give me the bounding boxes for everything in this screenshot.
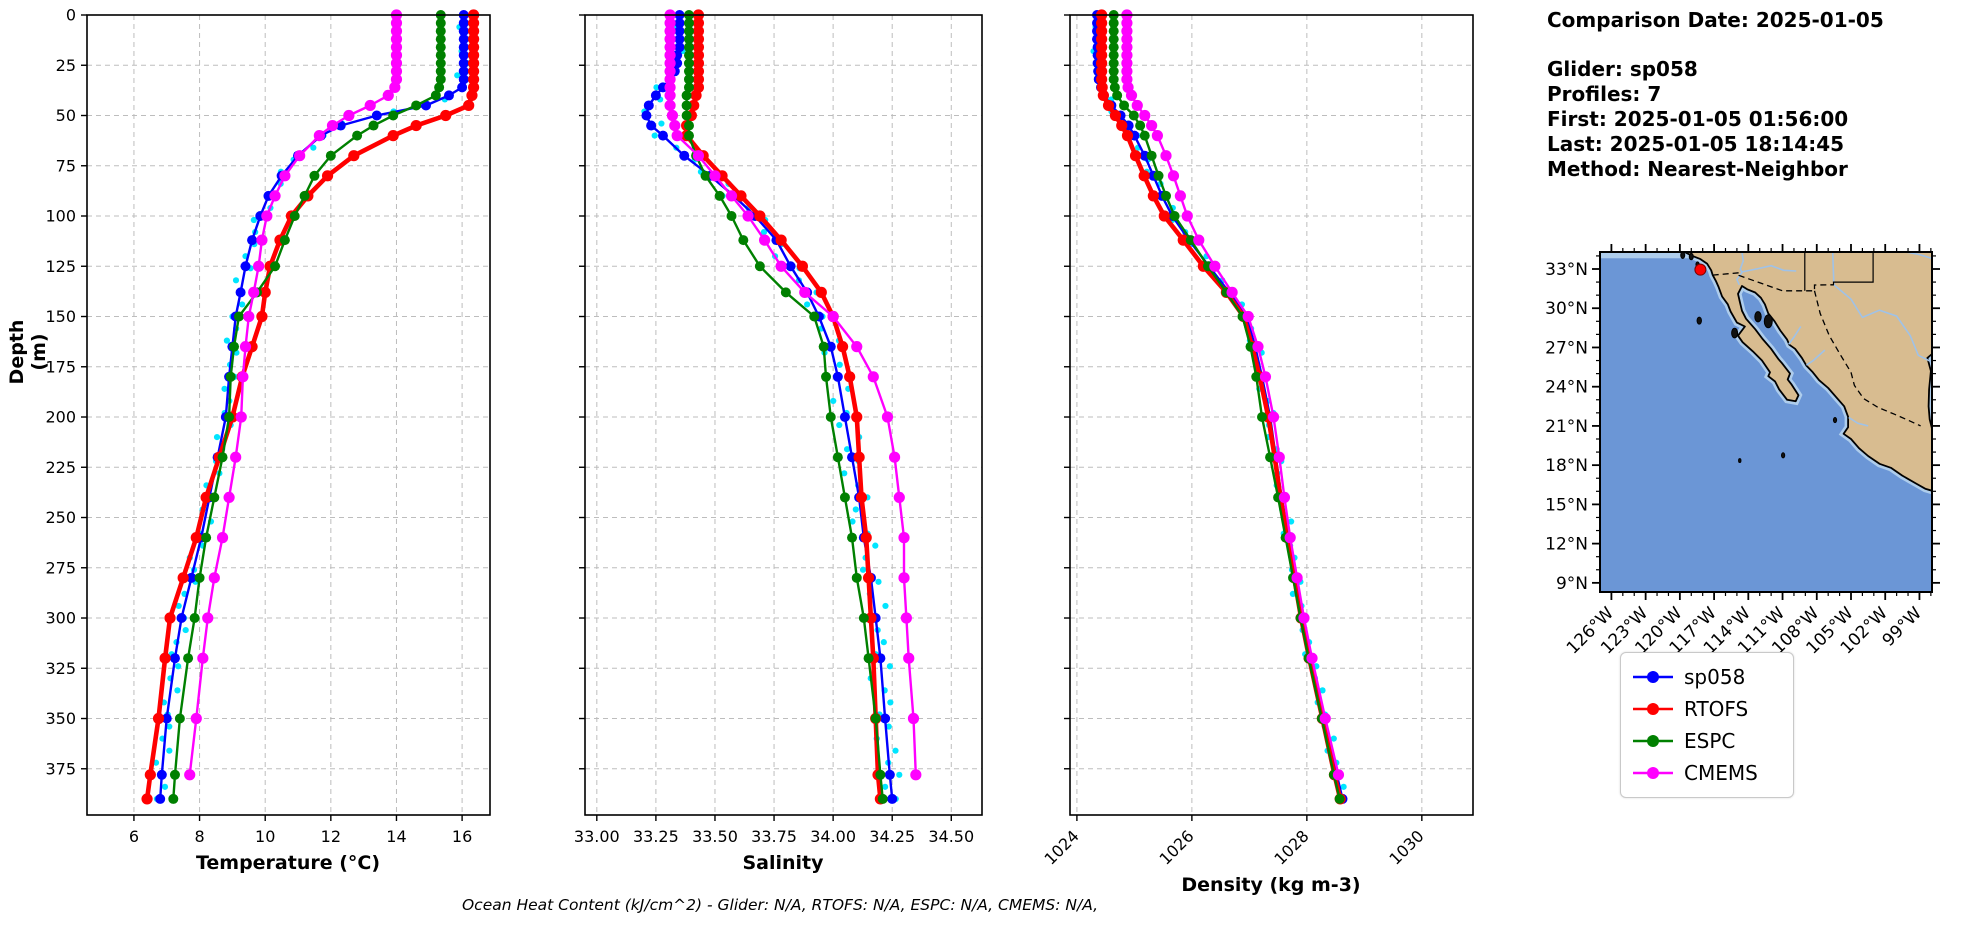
temperature-axis-label: Temperature (°C)	[195, 852, 381, 874]
salinity-series-rtofs	[681, 9, 886, 805]
profiles-text: Profiles: 7	[1547, 82, 1662, 106]
legend-item-espc: ESPC	[1631, 725, 1783, 757]
svg-text:350: 350	[45, 709, 76, 728]
map-lat-tick-label: 15°N	[1545, 495, 1588, 515]
svg-text:150: 150	[45, 307, 76, 326]
legend: sp058 RTOFS ESPC CMEMS	[1620, 652, 1794, 798]
svg-text:33.50: 33.50	[692, 827, 738, 846]
legend-item-cmems: CMEMS	[1631, 757, 1783, 789]
legend-item-rtofs: RTOFS	[1631, 693, 1783, 725]
salinity-plot: 33.00 33.25 33.50 33.75 34.00 34.25 34.50	[574, 9, 983, 846]
salinity-series-espc	[681, 10, 888, 804]
svg-text:34.25: 34.25	[869, 827, 915, 846]
svg-text:33.00: 33.00	[574, 827, 620, 846]
comparison-date-text: Comparison Date: 2025-01-05	[1547, 8, 1884, 32]
map-lat-tick-label: 27°N	[1545, 338, 1588, 358]
info-panel: Comparison Date: 2025-01-05 Glider: sp05…	[1547, 8, 1967, 182]
svg-text:300: 300	[45, 609, 76, 628]
svg-text:1030: 1030	[1385, 826, 1427, 868]
svg-text:14: 14	[386, 827, 406, 846]
density-series-sp058	[1092, 10, 1348, 804]
map-lat-tick-label: 24°N	[1545, 378, 1588, 398]
salinity-glider-observations	[641, 11, 903, 803]
temperature-series-sp058	[155, 10, 469, 804]
svg-text:50: 50	[56, 106, 76, 125]
last-time-text: Last: 2025-01-05 18:14:45	[1547, 132, 1845, 156]
legend-label: RTOFS	[1684, 697, 1749, 721]
density-series-rtofs	[1096, 9, 1346, 805]
map-lat-tick-label: 12°N	[1545, 535, 1588, 555]
svg-text:125: 125	[45, 257, 76, 276]
svg-text:8: 8	[194, 827, 204, 846]
svg-text:25: 25	[56, 56, 76, 75]
svg-text:0: 0	[66, 6, 76, 25]
svg-text:100: 100	[45, 207, 76, 226]
svg-text:6: 6	[129, 827, 139, 846]
map-lat-tick-label: 21°N	[1545, 417, 1588, 437]
legend-label: sp058	[1684, 665, 1746, 689]
svg-text:16: 16	[452, 827, 472, 846]
svg-text:10: 10	[255, 827, 275, 846]
map-lat-tick-label: 33°N	[1545, 260, 1588, 280]
salinity-series-sp058	[641, 10, 898, 804]
temperature-plot: 0 25 50 75 100 125 150 175 200 225 250 275 300 325 350…	[45, 6, 491, 846]
svg-text:1024: 1024	[1040, 826, 1082, 868]
svg-text:12: 12	[321, 827, 341, 846]
svg-text:33.75: 33.75	[751, 827, 797, 846]
glider-text: Glider: sp058	[1547, 57, 1698, 81]
svg-text:325: 325	[45, 659, 76, 678]
legend-label: ESPC	[1684, 729, 1736, 753]
map-lat-tick-label: 9°N	[1556, 574, 1588, 594]
method-text: Method: Nearest-Neighbor	[1547, 157, 1848, 181]
glider-position-marker	[1694, 263, 1707, 276]
legend-swatch-rtofs-icon	[1633, 703, 1673, 715]
density-plot: 1024 1026 1028 1030	[1040, 9, 1474, 869]
legend-swatch-sp058-icon	[1633, 671, 1673, 683]
svg-text:1028: 1028	[1270, 826, 1312, 868]
map-lat-tick-label: 30°N	[1545, 299, 1588, 319]
salinity-series-cmems	[664, 9, 922, 781]
svg-text:275: 275	[45, 558, 76, 577]
svg-text:375: 375	[45, 759, 76, 778]
map-lon-tick-label: 99°W	[1879, 603, 1926, 650]
svg-text:33.25: 33.25	[633, 827, 679, 846]
svg-text:250: 250	[45, 508, 76, 527]
location-map: 33°N30°N27°N24°N21°N18°N15°N12°N9°N126°W…	[1545, 244, 1940, 658]
y-axis-label: Depth (m)	[6, 319, 50, 385]
svg-text:34.50: 34.50	[928, 827, 974, 846]
svg-text:1026: 1026	[1155, 826, 1197, 868]
density-series-cmems	[1121, 9, 1345, 781]
temperature-series-cmems	[184, 9, 403, 781]
temperature-series-rtofs	[141, 9, 480, 805]
svg-text:175: 175	[45, 357, 76, 376]
legend-swatch-cmems-icon	[1633, 767, 1673, 779]
density-axis-label: Density (kg m-3)	[1181, 874, 1361, 896]
ocean-heat-content-note: Ocean Heat Content (kJ/cm^2) - Glider: N…	[461, 896, 1099, 914]
svg-text:75: 75	[56, 156, 76, 175]
legend-swatch-espc-icon	[1633, 735, 1673, 747]
svg-text:200: 200	[45, 408, 76, 427]
svg-text:34.00: 34.00	[810, 827, 856, 846]
salinity-axis-label: Salinity	[742, 852, 824, 874]
density-series-espc	[1108, 10, 1345, 804]
legend-label: CMEMS	[1684, 761, 1758, 785]
legend-item-sp058: sp058	[1631, 661, 1783, 693]
temperature-series-espc	[168, 10, 446, 804]
first-time-text: First: 2025-01-05 01:56:00	[1547, 107, 1849, 131]
svg-text:225: 225	[45, 458, 76, 477]
map-lat-tick-label: 18°N	[1545, 456, 1588, 476]
